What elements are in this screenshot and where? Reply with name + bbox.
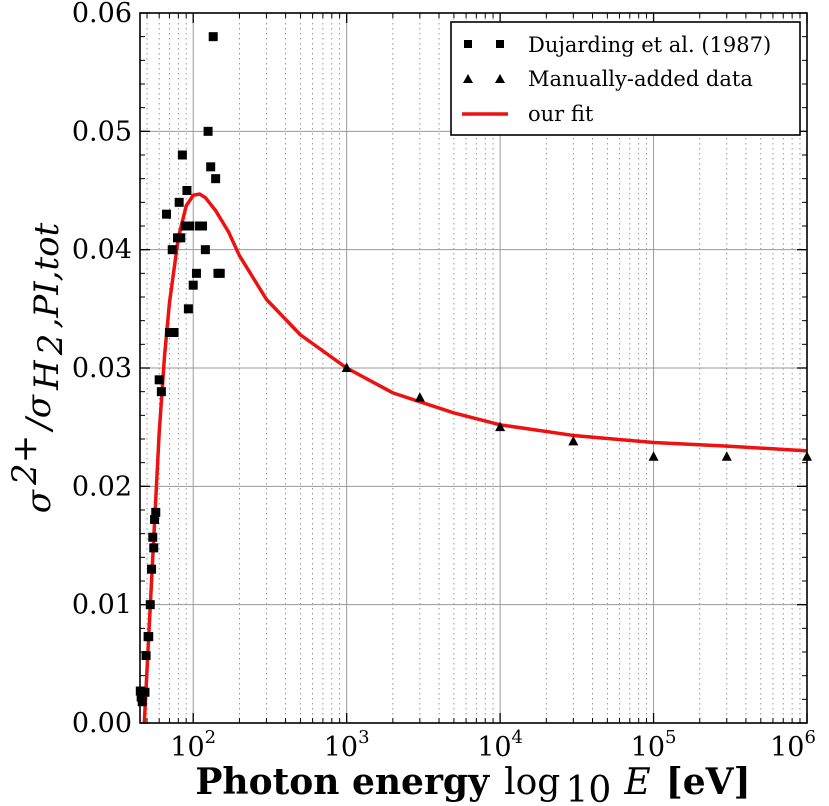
- ticks: [140, 12, 808, 724]
- data-point-square: [148, 532, 158, 542]
- x-tick-base: 10: [477, 732, 511, 763]
- data-point-square: [156, 387, 166, 397]
- y-tick-label: 0.04: [72, 235, 132, 266]
- x-tick-label: 104: [477, 727, 523, 763]
- x-tick-label: 102: [170, 727, 216, 763]
- y-axis-label-sup: 2+: [5, 435, 45, 486]
- legend: Dujarding et al. (1987) Manually-added d…: [450, 21, 801, 136]
- data-point-square: [167, 245, 177, 255]
- data-point-triangle: [341, 362, 352, 372]
- data-point-square: [206, 162, 216, 172]
- x-tick-labels: 102 103 104 105 106: [170, 727, 816, 763]
- y-axis-label: σ 2+ /σ H 2 ,PI,tot: [5, 222, 71, 513]
- fit-curve: [142, 192, 808, 724]
- x-axis-label-log-base: 10: [565, 770, 611, 806]
- y-tick-label: 0.06: [72, 0, 132, 29]
- data-point-square: [147, 564, 157, 574]
- x-tick-base: 10: [631, 732, 665, 763]
- data-point-square: [211, 174, 221, 184]
- x-axis-label-var: E: [623, 762, 650, 803]
- markers-layer: [135, 32, 812, 707]
- legend-triangle-marker: [495, 74, 505, 83]
- x-tick-label: 106: [770, 727, 816, 763]
- y-tick-label: 0.05: [72, 116, 132, 147]
- data-point-square: [177, 150, 187, 160]
- data-point-square: [164, 328, 174, 337]
- y-axis-label-sub-rest: ,PI,tot: [27, 222, 67, 328]
- y-axis-label-slash: /σ: [19, 394, 59, 432]
- x-tick-exponent: 5: [665, 727, 676, 748]
- data-point-square: [145, 600, 155, 610]
- x-tick-base: 10: [170, 732, 204, 763]
- legend-triangle-marker: [463, 74, 473, 83]
- y-tick-label: 0.01: [72, 590, 132, 621]
- y-axis-label-sub2: 2: [31, 334, 71, 357]
- data-point-triangle: [414, 392, 425, 402]
- data-point-triangle: [648, 451, 659, 461]
- y-tick-label: 0.03: [72, 353, 132, 384]
- data-point-triangle: [495, 421, 506, 432]
- data-point-square: [150, 514, 160, 524]
- data-point-square: [191, 268, 201, 278]
- x-tick-exponent: 2: [205, 727, 216, 748]
- y-tick-label: 0.02: [72, 471, 132, 502]
- legend-square-marker: [464, 40, 472, 48]
- data-point-square: [182, 186, 192, 195]
- x-tick-exponent: 4: [512, 727, 523, 748]
- legend-label-manual: Manually-added data: [528, 67, 753, 91]
- data-point-square: [137, 697, 147, 707]
- x-axis-label: Photon energy log 10 E [eV]: [195, 761, 750, 806]
- x-tick-exponent: 6: [804, 727, 815, 748]
- y-axis-label-sub: H: [27, 359, 67, 391]
- data-point-square: [169, 328, 179, 337]
- data-point-square: [144, 632, 154, 642]
- y-tick-labels: 0.00 0.01 0.02 0.03 0.04 0.05 0.06: [72, 0, 132, 739]
- legend-label-dujarding: Dujarding et al. (1987): [528, 33, 771, 57]
- data-point-square: [208, 32, 218, 42]
- data-point-square: [140, 687, 150, 697]
- data-point-square: [151, 507, 161, 517]
- x-axis-label-log: log: [504, 762, 560, 803]
- data-point-square: [136, 692, 146, 702]
- y-tick-label: 0.00: [72, 708, 132, 739]
- data-point-square: [185, 221, 195, 231]
- data-point-square: [200, 245, 210, 255]
- data-point-square: [198, 221, 208, 231]
- data-point-square: [174, 197, 184, 207]
- legend-box: [450, 21, 801, 136]
- legend-square-marker: [496, 40, 504, 48]
- data-point-square: [162, 209, 172, 219]
- x-tick-label: 105: [631, 727, 677, 763]
- legend-label-fit: our fit: [528, 102, 594, 126]
- x-axis-label-unit: [eV]: [666, 761, 751, 803]
- x-axis-label-bold: Photon energy: [195, 761, 490, 803]
- data-point-triangle: [568, 435, 579, 446]
- data-point-square: [149, 543, 159, 553]
- data-point-square: [176, 233, 186, 243]
- x-tick-base: 10: [770, 732, 804, 763]
- data-point-square: [183, 304, 193, 314]
- x-tick-base: 10: [324, 732, 358, 763]
- y-axis-label-sigma: σ: [19, 489, 59, 513]
- x-tick-exponent: 3: [358, 727, 369, 748]
- data-point-square: [154, 375, 164, 385]
- fit-curve-layer: [142, 192, 808, 724]
- data-point-square: [141, 651, 151, 661]
- data-point-square: [203, 126, 213, 136]
- data-point-square: [215, 268, 225, 278]
- data-point-triangle: [721, 451, 732, 461]
- x-tick-label: 103: [324, 727, 370, 763]
- data-point-square: [188, 280, 198, 290]
